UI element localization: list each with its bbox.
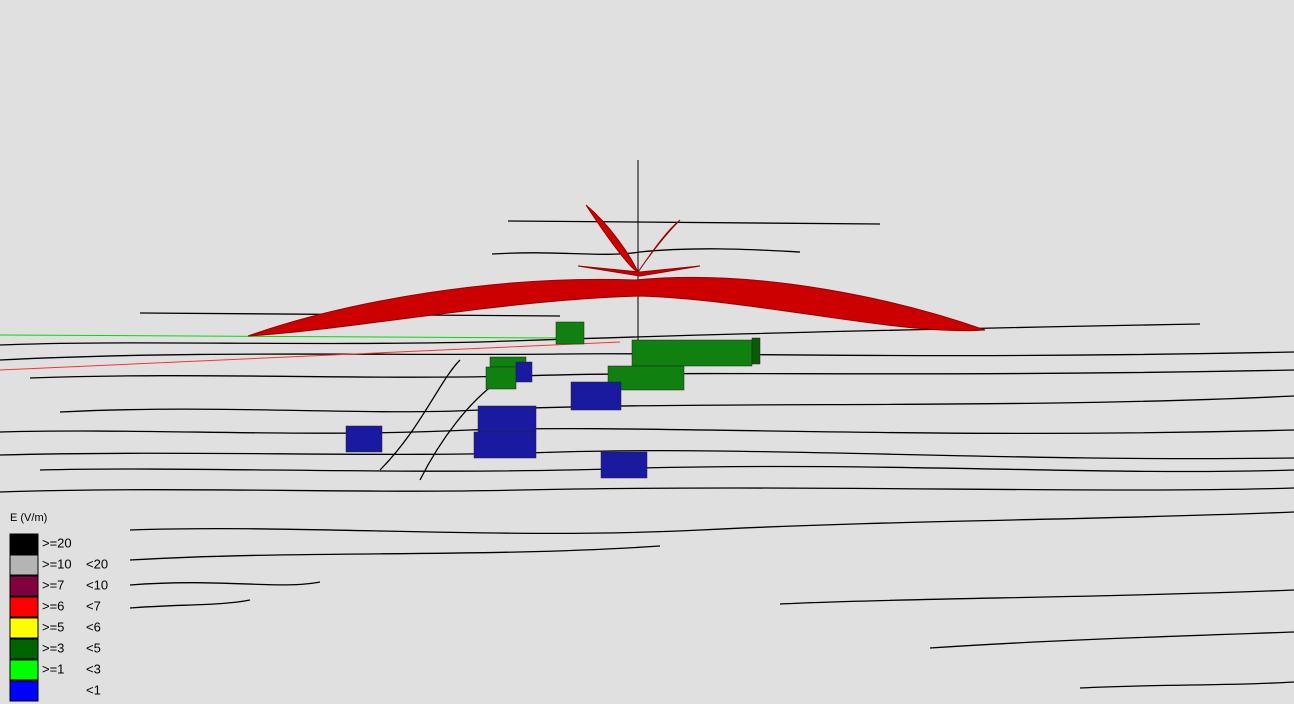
legend-swatch — [9, 617, 39, 639]
legend-high: <5 — [86, 640, 101, 655]
legend-high: <1 — [86, 682, 101, 697]
legend-swatch — [9, 659, 39, 681]
axis-green — [0, 334, 561, 339]
legend-low: >=3 — [42, 640, 64, 655]
legend-low: >=10 — [42, 556, 72, 571]
legend-low: >=1 — [42, 661, 64, 676]
legend-high: <7 — [86, 598, 101, 613]
legend-high: <10 — [86, 577, 108, 592]
legend-high: <20 — [86, 556, 108, 571]
legend-low: >=6 — [42, 598, 64, 613]
legend-swatch — [9, 575, 39, 597]
legend: E (V/m) >=20 >=10 <20 >=7 <10 >=6 <7 >=5 <6 >=3 <5… — [0, 505, 130, 704]
legend-high: <3 — [86, 661, 101, 676]
legend-swatch — [9, 680, 39, 702]
legend-title: E (V/m) — [10, 512, 47, 524]
field-boxes — [345, 321, 761, 479]
radiation-pattern — [247, 204, 986, 337]
legend-low: >=5 — [42, 619, 64, 634]
legend-swatch — [9, 533, 39, 555]
legend-swatch — [9, 638, 39, 660]
legend-swatch — [9, 596, 39, 618]
legend-swatch — [9, 554, 39, 576]
legend-high: <6 — [86, 619, 101, 634]
legend-low: >=20 — [42, 535, 72, 550]
legend-low: >=7 — [42, 577, 64, 592]
axis-red — [0, 341, 621, 371]
